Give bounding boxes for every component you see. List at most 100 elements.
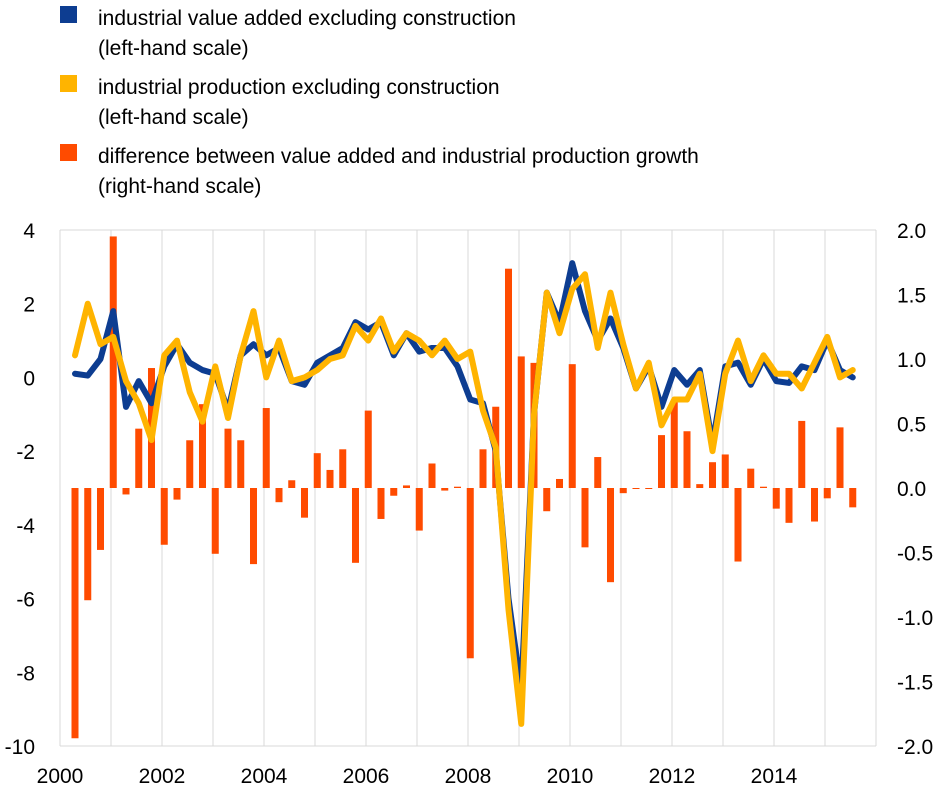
bar-difference-11 bbox=[211, 488, 219, 554]
bar-difference-60 bbox=[836, 427, 844, 488]
bar-difference-7 bbox=[160, 488, 168, 545]
bar-difference-22 bbox=[351, 488, 360, 563]
bar-difference-18 bbox=[300, 488, 309, 518]
legend-item-difference: difference between value added and indus… bbox=[60, 142, 699, 202]
bar-difference-48 bbox=[683, 431, 691, 488]
bar-difference-31 bbox=[466, 488, 474, 659]
bar-difference-2 bbox=[96, 488, 105, 550]
bar-difference-10 bbox=[198, 404, 207, 488]
bar-difference-50 bbox=[708, 462, 717, 488]
bar-difference-17 bbox=[288, 480, 296, 488]
x-tick-label: 2012 bbox=[649, 765, 696, 788]
bar-difference-4 bbox=[122, 488, 130, 495]
bar-difference-15 bbox=[262, 408, 270, 488]
bar-difference-12 bbox=[224, 428, 232, 488]
bar-difference-28 bbox=[428, 463, 436, 488]
right-tick-label: -1.5 bbox=[897, 672, 933, 695]
legend-item-production: industrial production excluding construc… bbox=[60, 73, 699, 133]
legend-scale-difference: (right-hand scale) bbox=[98, 175, 262, 198]
bar-difference-57 bbox=[798, 420, 806, 488]
legend-swatch-difference bbox=[60, 144, 77, 161]
bar-difference-52 bbox=[734, 488, 742, 562]
bar-difference-16 bbox=[275, 488, 283, 503]
left-tick-label: -8 bbox=[16, 662, 35, 685]
bar-difference-25 bbox=[390, 488, 398, 496]
bar-difference-40 bbox=[581, 488, 589, 548]
bar-difference-51 bbox=[721, 454, 729, 488]
legend-swatch-value-added bbox=[60, 6, 77, 23]
bar-difference-14 bbox=[249, 488, 258, 565]
right-tick-label: -2.0 bbox=[897, 736, 933, 759]
left-tick-label: -4 bbox=[16, 515, 35, 538]
bar-difference-38 bbox=[555, 478, 564, 488]
right-tick-label: 0.0 bbox=[897, 478, 926, 501]
bar-difference-26 bbox=[402, 485, 411, 488]
bar-difference-43 bbox=[619, 488, 627, 494]
legend-label-value-added: industrial value added excluding constru… bbox=[98, 7, 516, 30]
x-tick-label: 2000 bbox=[37, 765, 84, 788]
x-tick-label: 2002 bbox=[139, 765, 186, 788]
left-tick-label: -10 bbox=[5, 736, 35, 759]
bar-difference-46 bbox=[657, 435, 666, 488]
left-tick-label: 2 bbox=[23, 294, 35, 317]
bar-difference-1 bbox=[84, 488, 92, 601]
bar-difference-8 bbox=[173, 488, 181, 500]
right-tick-label: -0.5 bbox=[897, 543, 933, 566]
legend-label-production: industrial production excluding construc… bbox=[98, 76, 500, 99]
bar-difference-0 bbox=[71, 488, 79, 739]
left-tick-label: -2 bbox=[16, 441, 35, 464]
bar-difference-24 bbox=[377, 488, 385, 519]
lines bbox=[72, 260, 856, 727]
bars-difference bbox=[71, 236, 857, 739]
legend-label-difference: difference between value added and indus… bbox=[98, 145, 699, 168]
bar-difference-9 bbox=[186, 440, 194, 488]
left-tick-label: -6 bbox=[16, 589, 35, 612]
legend: industrial value added excluding constru… bbox=[60, 4, 699, 211]
bar-difference-44 bbox=[632, 488, 640, 489]
right-tick-label: 0.5 bbox=[897, 414, 926, 437]
bar-difference-39 bbox=[568, 364, 576, 488]
x-tick-label: 2008 bbox=[445, 765, 492, 788]
bar-difference-45 bbox=[645, 488, 653, 489]
bar-difference-47 bbox=[670, 401, 678, 488]
bar-difference-3 bbox=[109, 236, 117, 488]
bar-difference-54 bbox=[759, 486, 768, 488]
bar-difference-53 bbox=[747, 468, 755, 488]
bar-difference-35 bbox=[517, 356, 525, 488]
bar-difference-21 bbox=[339, 449, 347, 488]
x-axis: 2000 2002 2004 2006 2008 2010 2012 2014 bbox=[37, 765, 798, 788]
bar-difference-37 bbox=[543, 488, 551, 512]
x-tick-label: 2010 bbox=[547, 765, 594, 788]
bar-difference-58 bbox=[810, 488, 819, 522]
legend-swatch-production bbox=[60, 75, 77, 92]
bar-difference-5 bbox=[135, 428, 143, 488]
bar-difference-34 bbox=[504, 268, 513, 488]
bar-difference-42 bbox=[606, 488, 615, 583]
bar-difference-19 bbox=[313, 453, 321, 488]
bar-difference-49 bbox=[696, 484, 704, 488]
left-axis: 4 2 0 -2 -4 -6 -8 -10 bbox=[5, 220, 36, 759]
bar-difference-23 bbox=[364, 410, 372, 488]
bar-difference-55 bbox=[772, 488, 780, 509]
legend-scale-value-added: (left-hand scale) bbox=[98, 37, 249, 60]
bar-difference-32 bbox=[479, 449, 487, 488]
bar-difference-61 bbox=[849, 488, 857, 508]
bar-difference-13 bbox=[237, 440, 245, 488]
bar-difference-41 bbox=[594, 457, 602, 488]
x-tick-label: 2006 bbox=[343, 765, 390, 788]
right-tick-label: 2.0 bbox=[897, 220, 926, 243]
legend-item-value-added: industrial value added excluding constru… bbox=[60, 4, 699, 64]
right-axis: 2.0 1.5 1.0 0.5 0.0 -0.5 -1.0 -1.5 -2.0 bbox=[897, 220, 933, 759]
right-tick-label: -1.0 bbox=[897, 607, 933, 630]
bar-difference-59 bbox=[823, 488, 831, 499]
bar-difference-20 bbox=[326, 469, 334, 488]
x-tick-label: 2014 bbox=[751, 765, 798, 788]
right-tick-label: 1.0 bbox=[897, 349, 926, 372]
line-production bbox=[72, 271, 856, 727]
x-tick-label: 2004 bbox=[241, 765, 288, 788]
bar-difference-29 bbox=[441, 488, 449, 491]
bar-difference-27 bbox=[415, 488, 423, 531]
bar-difference-30 bbox=[453, 486, 462, 488]
right-tick-label: 1.5 bbox=[897, 285, 926, 308]
